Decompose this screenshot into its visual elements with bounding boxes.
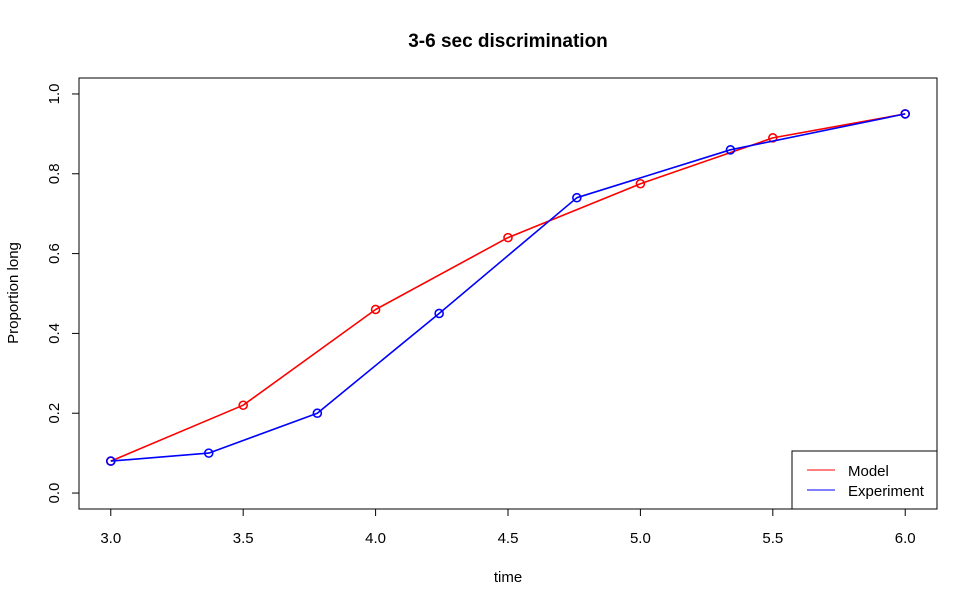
x-axis: 3.0 3.5 4.0 4.5 5.0 5.5 6.0 (100, 508, 916, 547)
series-point-1 (203, 448, 214, 458)
series-point-1 (572, 192, 582, 203)
x-tick-label: 6.0 (895, 530, 916, 547)
series-layer (105, 109, 911, 466)
legend-box (791, 450, 938, 510)
x-tick-label: 5.5 (762, 530, 783, 547)
y-axis-label: Proportion long (5, 242, 22, 344)
x-axis-label: time (494, 569, 522, 586)
series-line-1 (110, 113, 906, 462)
legend-label-model: Model (848, 463, 889, 480)
y-tick-label: 0.2 (46, 403, 63, 424)
x-tick-label: 4.0 (365, 530, 386, 547)
series-point-1 (725, 145, 736, 155)
series-point-1 (434, 308, 444, 319)
y-tick-label: 1.0 (46, 84, 63, 105)
x-tick-label: 3.5 (233, 530, 254, 547)
x-tick-label: 3.0 (100, 530, 121, 547)
x-tick-label: 5.0 (630, 530, 651, 547)
y-tick-label: 0.0 (46, 483, 63, 504)
series-point-0 (503, 232, 513, 243)
x-tick-label: 4.5 (498, 530, 519, 547)
series-point-1 (312, 408, 323, 419)
legend: Model Experiment (791, 450, 938, 510)
legend-label-experiment: Experiment (848, 483, 925, 500)
y-tick-label: 0.4 (46, 323, 63, 344)
y-axis: 0.0 0.2 0.4 0.6 0.8 1.0 (46, 84, 80, 504)
chart-title: 3-6 sec discrimination (408, 31, 608, 52)
y-tick-label: 0.8 (46, 163, 63, 184)
series-point-1 (105, 456, 116, 466)
series-line-0 (110, 113, 906, 462)
series-point-0 (370, 304, 381, 315)
series-point-0 (238, 400, 248, 411)
y-tick-label: 0.6 (46, 243, 63, 264)
series-point-0 (635, 178, 646, 189)
series-point-1 (900, 109, 911, 119)
